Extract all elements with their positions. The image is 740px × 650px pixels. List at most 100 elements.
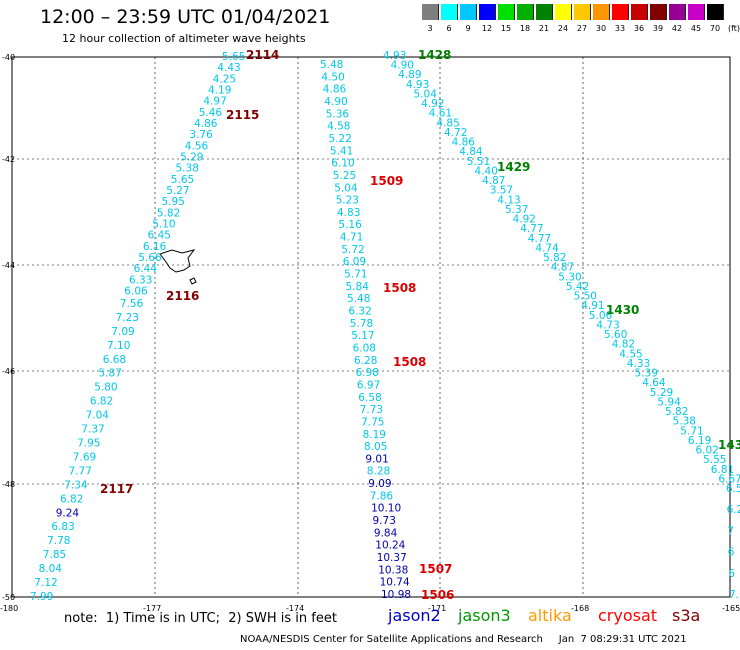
wave-height-value: 5.55 <box>703 454 726 466</box>
wave-height-value: 5.04 <box>414 89 438 101</box>
page-subtitle: 12 hour collection of altimeter wave hei… <box>62 32 306 45</box>
wave-height-value: 5.38 <box>673 416 696 428</box>
wave-height-value: 10.98 <box>381 589 411 601</box>
wave-height-value: 6.2 <box>727 504 740 516</box>
wave-height-value: 7.09 <box>111 326 134 338</box>
wave-height-value: 7.95 <box>77 438 100 450</box>
wave-height-value: 4.19 <box>208 85 231 97</box>
scale-swatch <box>612 4 629 20</box>
wave-height-value: 6.10 <box>331 158 354 170</box>
satellite-legend-item: jason3 <box>458 606 511 625</box>
wave-height-value: 5.37 <box>505 204 528 216</box>
wave-height-value: 9.01 <box>365 453 388 465</box>
wave-height-value: 3.57 <box>490 185 513 197</box>
wave-height-value: 5.84 <box>346 281 370 293</box>
scale-label: 3 <box>427 24 433 33</box>
latitude-labels: -40 -42 -44 -46 -48 -50 <box>2 53 15 602</box>
pass-number-label: 1508 <box>393 355 426 369</box>
wave-height-value: 5.82 <box>665 406 688 418</box>
scale-label: 12 <box>481 24 493 33</box>
wave-height-value: 4.90 <box>324 96 347 108</box>
wave-height-value: 4.82 <box>612 339 635 351</box>
wave-height-value: 5.29 <box>180 152 203 164</box>
wave-height-value: 5.87 <box>99 368 122 380</box>
wave-height-value: 4.58 <box>327 121 350 133</box>
wave-height-value: 5.66 <box>138 252 162 264</box>
island-shape <box>159 249 196 273</box>
wave-height-value: 6.44 <box>134 263 158 275</box>
satellite-legend-item: altika <box>528 606 572 625</box>
scale-label: 45 <box>690 24 702 33</box>
wave-height-value: 5.60 <box>604 329 627 341</box>
lat-label: -42 <box>2 155 15 164</box>
wave-height-value: 5.72 <box>341 244 364 256</box>
wave-height-value: 6.81 <box>711 464 734 476</box>
wave-height-value: 4.25 <box>213 73 236 85</box>
pass-number-label: 1430 <box>606 303 639 317</box>
wave-height-value: 4.72 <box>444 127 467 139</box>
wave-height-value: 6.58 <box>726 483 740 495</box>
wave-height-value: 4.83 <box>337 207 360 219</box>
wave-height-value: 10.38 <box>378 564 408 576</box>
wave-height-value: 4.56 <box>185 140 209 152</box>
wave-height-value: 4.86 <box>452 137 476 149</box>
wave-height-value: 7.69 <box>73 452 96 464</box>
wave-height-value: 4.92 <box>421 98 444 110</box>
page-title: 12:00 – 23:59 UTC 01/04/2021 <box>40 6 331 28</box>
scale-swatch <box>498 4 515 20</box>
wave-height-value: 4.84 <box>459 146 483 158</box>
wave-height-value: 4.61 <box>429 108 452 120</box>
pass-number-label: 2114 <box>246 48 279 62</box>
scale-swatch <box>650 4 667 20</box>
wave-height-value: 6.06 <box>124 285 148 297</box>
map-frame <box>11 56 731 598</box>
wave-height-value: 5.80 <box>94 382 117 394</box>
pass-number-label: 2116 <box>166 289 199 303</box>
pass-number-label: 1428 <box>418 48 451 62</box>
wave-height-value: 6 <box>728 568 735 580</box>
scale-swatch <box>555 4 572 20</box>
wave-height-value: 5.48 <box>347 293 370 305</box>
wave-height-value: 4.77 <box>520 223 543 235</box>
scale-swatch <box>479 4 496 20</box>
pass-number-label: 1506 <box>421 588 454 602</box>
wave-height-value: 4.50 <box>321 71 344 83</box>
wave-height-value: 5.36 <box>326 108 350 120</box>
scale-swatch <box>517 4 534 20</box>
wave-height-value: 6.08 <box>353 343 376 355</box>
lon-label: -180 <box>0 604 18 613</box>
scale-swatch <box>631 4 648 20</box>
scale-label: 9 <box>465 24 471 33</box>
wave-height-value: 7.85 <box>43 549 66 561</box>
wave-height-value: 4.93 <box>383 50 406 62</box>
wave-height-value: 5.71 <box>680 425 703 437</box>
scale-swatch <box>593 4 610 20</box>
wave-height-value: 5.42 <box>566 281 589 293</box>
scale-swatch <box>460 4 477 20</box>
wave-height-value: 10.37 <box>377 552 407 564</box>
scale-label: 36 <box>633 24 645 33</box>
wave-height-value: 7.37 <box>81 424 104 436</box>
map-grid <box>12 57 730 597</box>
wave-height-value: 4.73 <box>596 319 619 331</box>
wave-height-value: 4.92 <box>513 214 536 226</box>
wave-height-value: 4.85 <box>436 117 459 129</box>
wave-height-value: 6.82 <box>60 493 83 505</box>
scale-swatch <box>422 4 439 20</box>
satellite-legend-item: cryosat <box>598 606 658 625</box>
wave-height-value: 4.93 <box>406 79 429 91</box>
satellite-legend-item: jason2 <box>388 606 441 625</box>
wave-height-value: 5.23 <box>336 195 359 207</box>
scale-swatch <box>669 4 686 20</box>
wave-height-value: 5.17 <box>351 330 374 342</box>
scale-label: 6 <box>446 24 452 33</box>
wave-height-value: 7.86 <box>370 490 394 502</box>
scale-label: 70 <box>709 24 721 33</box>
wave-height-value: 5.94 <box>657 396 681 408</box>
wave-height-value: 7.23 <box>116 312 139 324</box>
wave-height-value: 7.34 <box>64 479 88 491</box>
wave-height-value: 4.89 <box>398 69 421 81</box>
wave-height-value: 6.09 <box>343 256 366 268</box>
wave-height-value: 6.33 <box>129 274 152 286</box>
